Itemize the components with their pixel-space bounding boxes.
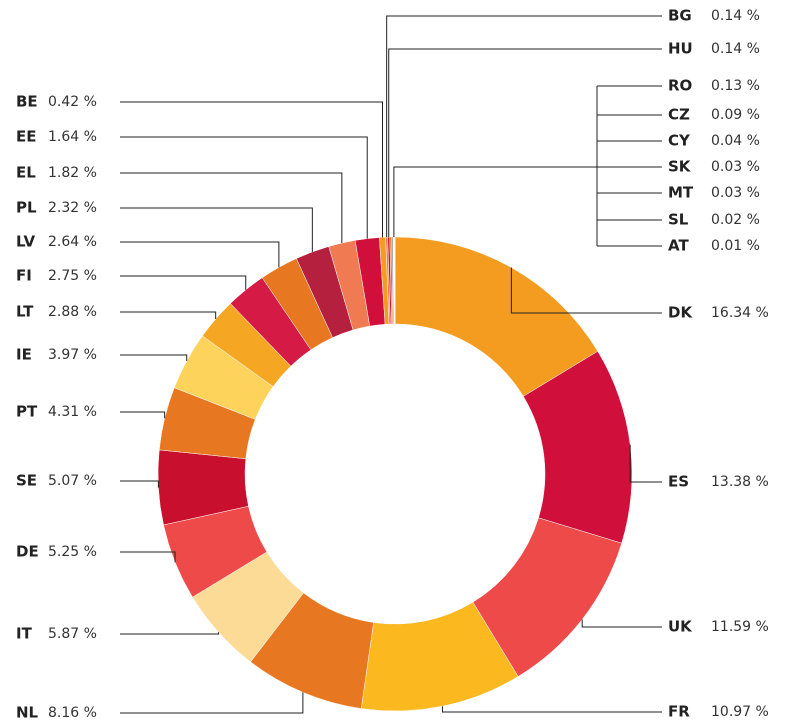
label-code: CZ — [668, 106, 690, 124]
label-code: PL — [16, 199, 37, 217]
label-code: BE — [16, 93, 38, 111]
label-value: 5.87 % — [48, 626, 97, 642]
label-code: PT — [16, 403, 38, 421]
leader-line — [120, 275, 247, 290]
leader-line — [120, 101, 383, 238]
label-value: 13.38 % — [711, 474, 769, 490]
label-code: UK — [668, 618, 693, 636]
leader-line — [441, 706, 662, 713]
label-code: EE — [16, 128, 37, 146]
label-value: 0.03 % — [711, 185, 760, 201]
label-code: BG — [668, 7, 692, 25]
label-value: 4.31 % — [48, 404, 97, 420]
leader-line — [120, 411, 166, 419]
label-code: MT — [668, 184, 694, 202]
leader-line — [120, 172, 343, 244]
label-code: EL — [16, 164, 36, 182]
label-code: LV — [16, 233, 35, 251]
label-value: 0.01 % — [711, 238, 760, 254]
label-code: ES — [668, 473, 689, 491]
label-value: 2.75 % — [48, 268, 97, 284]
label-value: 1.82 % — [48, 165, 97, 181]
leader-line — [120, 551, 176, 563]
leader-line — [581, 619, 662, 628]
label-code: CY — [668, 132, 691, 150]
label-code: FR — [668, 703, 690, 721]
leader-line — [120, 632, 220, 635]
label-code: FI — [16, 267, 32, 285]
label-code: IT — [16, 625, 33, 643]
label-value: 2.32 % — [48, 200, 97, 216]
label-value: 2.64 % — [48, 234, 97, 250]
label-value: 0.03 % — [711, 159, 760, 175]
label-value: 0.02 % — [711, 212, 760, 228]
label-code: SE — [16, 472, 37, 490]
leader-line — [120, 207, 313, 252]
label-value: 16.34 % — [711, 305, 769, 321]
label-value: 1.64 % — [48, 129, 97, 145]
leader-line — [510, 267, 662, 314]
label-code: SK — [668, 158, 692, 176]
leader-line — [120, 241, 280, 268]
label-code: IE — [16, 346, 32, 364]
label-value: 0.13 % — [711, 78, 760, 94]
label-value: 0.42 % — [48, 94, 97, 110]
leader-line — [120, 354, 188, 361]
label-value: 0.14 % — [711, 41, 760, 57]
label-code: RO — [668, 77, 692, 95]
label-value: 0.09 % — [711, 107, 760, 123]
leader-line — [388, 48, 662, 238]
label-code: AT — [668, 237, 689, 255]
label-code: SL — [668, 211, 689, 229]
label-code: NL — [16, 704, 39, 722]
label-value: 0.14 % — [711, 8, 760, 24]
leader-line — [120, 136, 368, 239]
label-value: 2.88 % — [48, 304, 97, 320]
label-code: DE — [16, 543, 39, 561]
label-value: 11.59 % — [711, 619, 769, 635]
leader-line — [393, 166, 597, 238]
label-code: HU — [668, 40, 693, 58]
label-value: 5.25 % — [48, 544, 97, 560]
leader-line — [120, 311, 217, 320]
leader-line — [120, 480, 159, 488]
label-value: 10.97 % — [711, 704, 769, 720]
label-value: 0.04 % — [711, 133, 760, 149]
label-code: DK — [668, 304, 693, 322]
leader-line — [120, 692, 304, 714]
label-code: LT — [16, 303, 34, 321]
leader-line — [629, 444, 662, 483]
label-value: 8.16 % — [48, 705, 97, 721]
leader-line — [386, 15, 662, 238]
label-value: 5.07 % — [48, 473, 97, 489]
label-value: 3.97 % — [48, 347, 97, 363]
